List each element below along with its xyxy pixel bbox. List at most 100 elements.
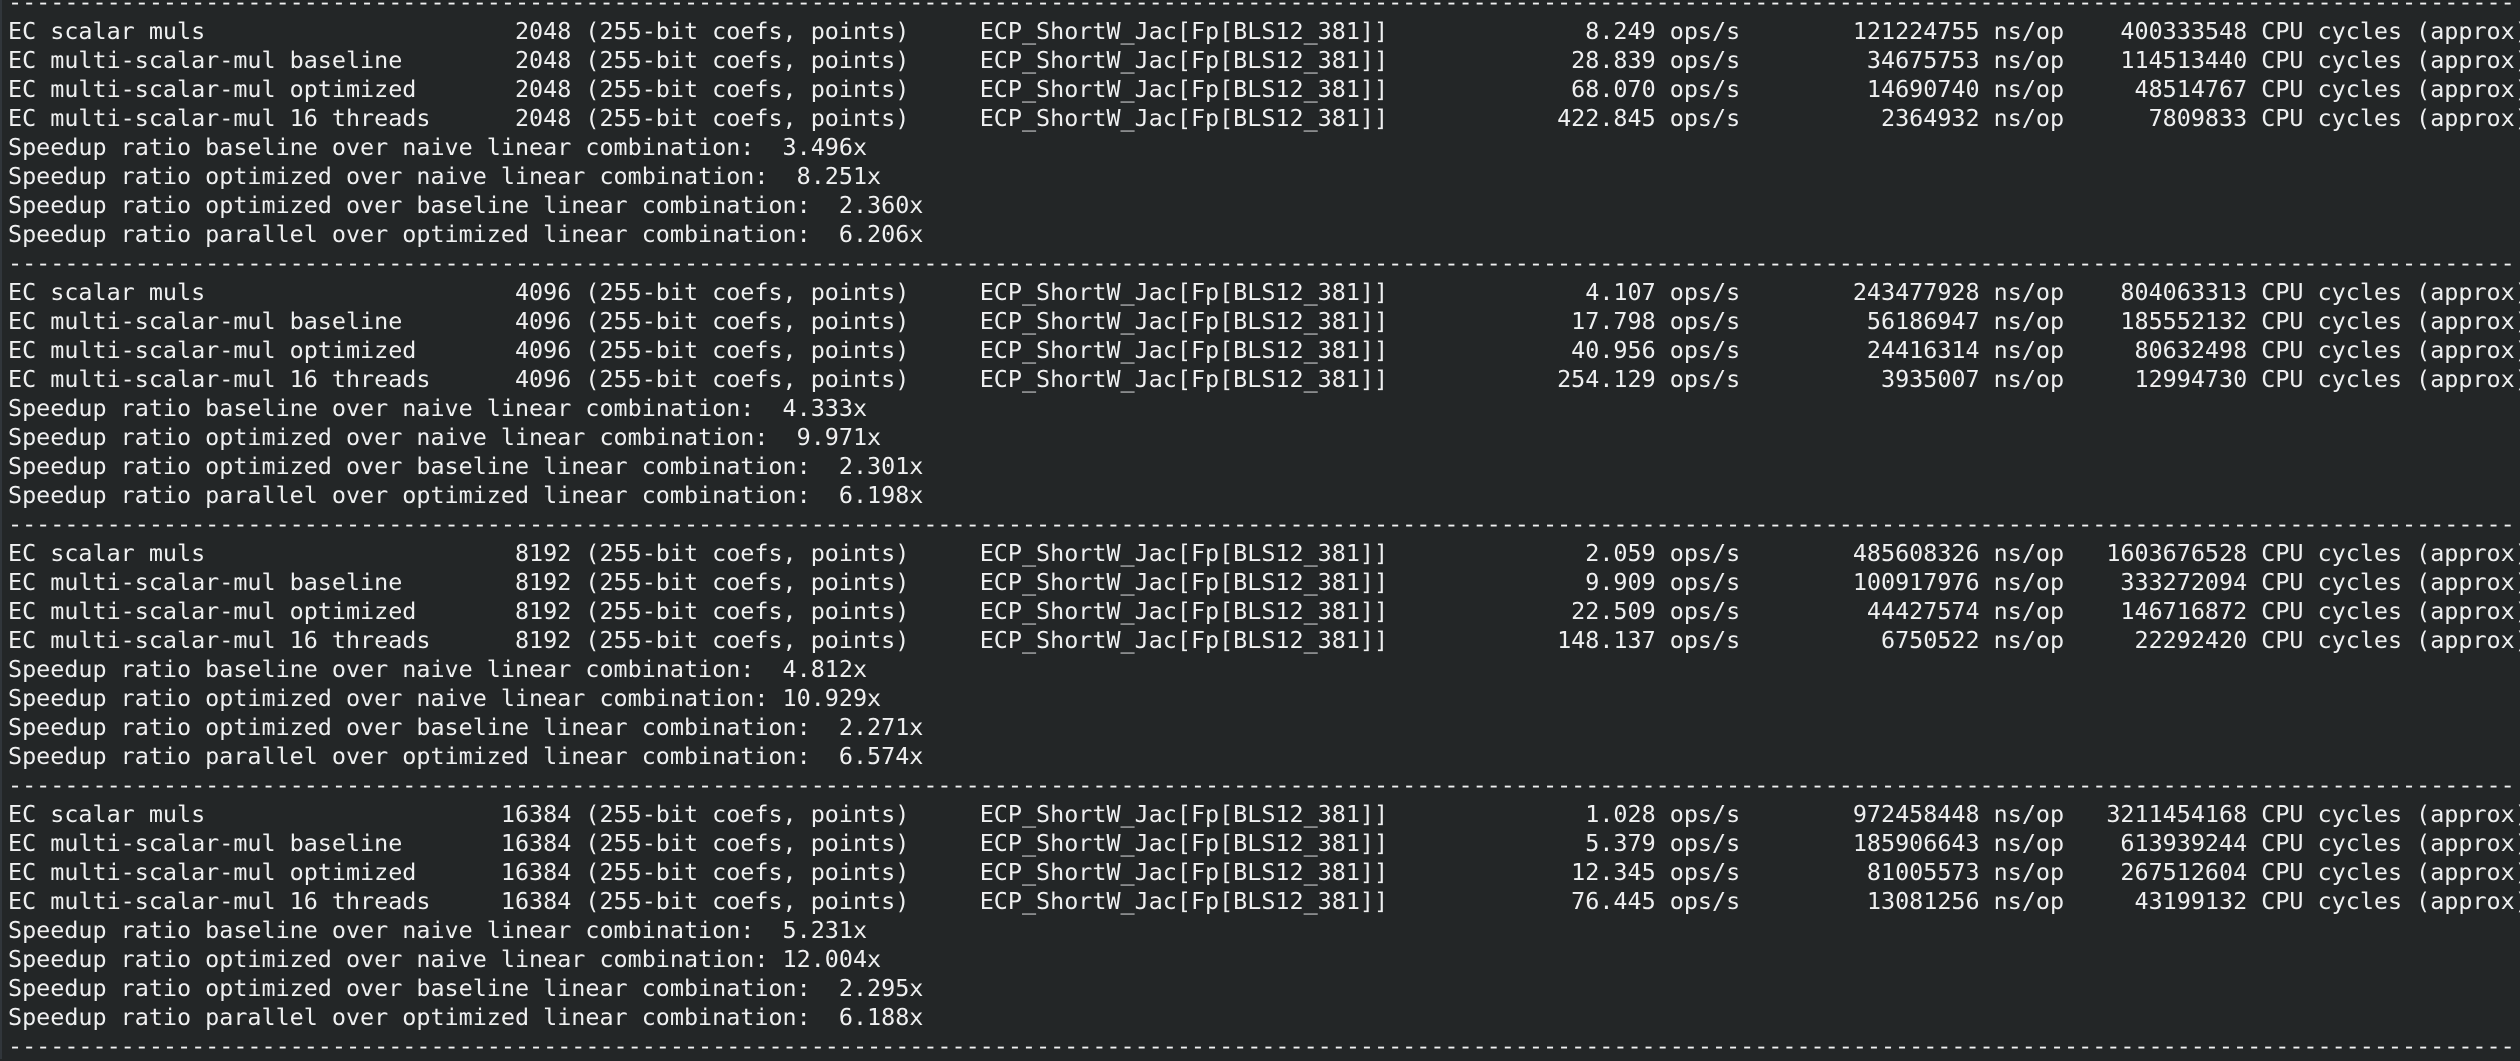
benchmark-name: EC multi-scalar-mul baseline (8, 829, 501, 857)
cpu-cycles: 7809833 (2064, 104, 2248, 132)
curve-name: ECP_ShortW_Jac[Fp[BLS12_381]] (979, 626, 1389, 654)
separator: ----------------------------------------… (8, 771, 2515, 799)
benchmark-row: EC multi-scalar-mul 16 threads 2048 (255… (8, 104, 2520, 133)
separator-line: ----------------------------------------… (8, 1032, 2520, 1061)
separator: ----------------------------------------… (8, 1032, 2515, 1060)
ratio-value: 9.971x (768, 423, 882, 451)
coefs-desc: (255-bit coefs, points) (571, 626, 980, 654)
benchmark-row: EC multi-scalar-mul optimized 2048 (255-… (8, 75, 2520, 104)
ops-per-sec: 4.107 (1388, 278, 1656, 306)
ratio-label: Speedup ratio optimized over baseline li… (8, 974, 811, 1002)
input-size: 8192 (500, 568, 572, 596)
input-size: 4096 (500, 307, 572, 335)
ns-per-op: 3935007 (1740, 365, 1980, 393)
separator: ----------------------------------------… (8, 0, 2515, 16)
coefs-desc: (255-bit coefs, points) (571, 858, 980, 886)
input-size: 2048 (500, 104, 572, 132)
curve-name: ECP_ShortW_Jac[Fp[BLS12_381]] (979, 800, 1389, 828)
cycles-unit: CPU cycles (approx) (2247, 887, 2520, 915)
curve-name: ECP_ShortW_Jac[Fp[BLS12_381]] (979, 17, 1389, 45)
coefs-desc: (255-bit coefs, points) (571, 800, 980, 828)
benchmark-name: EC multi-scalar-mul baseline (8, 307, 501, 335)
cycles-unit: CPU cycles (approx) (2247, 278, 2520, 306)
ops-per-sec: 2.059 (1388, 539, 1656, 567)
cpu-cycles: 12994730 (2064, 365, 2248, 393)
ns-unit: ns/op (1979, 17, 2065, 45)
ns-unit: ns/op (1979, 626, 2065, 654)
separator-line: ----------------------------------------… (8, 510, 2520, 539)
ratio-label: Speedup ratio parallel over optimized li… (8, 742, 811, 770)
ratio-value: 6.188x (810, 1003, 924, 1031)
ns-per-op: 485608326 (1740, 539, 1980, 567)
cycles-unit: CPU cycles (approx) (2247, 858, 2520, 886)
ns-per-op: 13081256 (1740, 887, 1980, 915)
ratio-label: Speedup ratio parallel over optimized li… (8, 1003, 811, 1031)
benchmark-row: EC multi-scalar-mul 16 threads 8192 (255… (8, 626, 2520, 655)
ratio-value: 6.574x (810, 742, 924, 770)
cycles-unit: CPU cycles (approx) (2247, 539, 2520, 567)
coefs-desc: (255-bit coefs, points) (571, 336, 980, 364)
ops-unit: ops/s (1655, 626, 1741, 654)
ops-unit: ops/s (1655, 307, 1741, 335)
ratio-label: Speedup ratio optimized over naive linea… (8, 162, 769, 190)
ops-unit: ops/s (1655, 800, 1741, 828)
speedup-ratio-line: Speedup ratio baseline over naive linear… (8, 916, 2520, 945)
cycles-unit: CPU cycles (approx) (2247, 46, 2520, 74)
benchmark-name: EC multi-scalar-mul optimized (8, 75, 501, 103)
speedup-ratio-line: Speedup ratio parallel over optimized li… (8, 481, 2520, 510)
curve-name: ECP_ShortW_Jac[Fp[BLS12_381]] (979, 46, 1389, 74)
terminal-output[interactable]: ----------------------------------------… (8, 0, 2520, 1061)
curve-name: ECP_ShortW_Jac[Fp[BLS12_381]] (979, 336, 1389, 364)
ns-per-op: 121224755 (1740, 17, 1980, 45)
cpu-cycles: 185552132 (2064, 307, 2248, 335)
ratio-label: Speedup ratio parallel over optimized li… (8, 481, 811, 509)
ops-per-sec: 5.379 (1388, 829, 1656, 857)
ops-per-sec: 422.845 (1388, 104, 1656, 132)
cycles-unit: CPU cycles (approx) (2247, 365, 2520, 393)
coefs-desc: (255-bit coefs, points) (571, 46, 980, 74)
ops-per-sec: 22.509 (1388, 597, 1656, 625)
speedup-ratio-line: Speedup ratio optimized over baseline li… (8, 713, 2520, 742)
ratio-value: 10.929x (768, 684, 882, 712)
speedup-ratio-line: Speedup ratio optimized over naive linea… (8, 162, 2520, 191)
input-size: 8192 (500, 626, 572, 654)
benchmark-name: EC multi-scalar-mul baseline (8, 46, 501, 74)
ops-unit: ops/s (1655, 336, 1741, 364)
ops-per-sec: 40.956 (1388, 336, 1656, 364)
ratio-label: Speedup ratio baseline over naive linear… (8, 394, 755, 422)
benchmark-row: EC multi-scalar-mul baseline 8192 (255-b… (8, 568, 2520, 597)
input-size: 16384 (500, 887, 572, 915)
benchmark-name: EC multi-scalar-mul baseline (8, 568, 501, 596)
benchmark-name: EC multi-scalar-mul optimized (8, 597, 501, 625)
curve-name: ECP_ShortW_Jac[Fp[BLS12_381]] (979, 568, 1389, 596)
curve-name: ECP_ShortW_Jac[Fp[BLS12_381]] (979, 278, 1389, 306)
ops-per-sec: 12.345 (1388, 858, 1656, 886)
cycles-unit: CPU cycles (approx) (2247, 626, 2520, 654)
curve-name: ECP_ShortW_Jac[Fp[BLS12_381]] (979, 307, 1389, 335)
ratio-label: Speedup ratio baseline over naive linear… (8, 655, 755, 683)
cpu-cycles: 43199132 (2064, 887, 2248, 915)
benchmark-row: EC multi-scalar-mul optimized 16384 (255… (8, 858, 2520, 887)
speedup-ratio-line: Speedup ratio optimized over naive linea… (8, 945, 2520, 974)
separator-line: ----------------------------------------… (8, 771, 2520, 800)
ns-per-op: 6750522 (1740, 626, 1980, 654)
ratio-label: Speedup ratio optimized over baseline li… (8, 191, 811, 219)
cpu-cycles: 804063313 (2064, 278, 2248, 306)
coefs-desc: (255-bit coefs, points) (571, 278, 980, 306)
ns-per-op: 972458448 (1740, 800, 1980, 828)
input-size: 8192 (500, 539, 572, 567)
cycles-unit: CPU cycles (approx) (2247, 75, 2520, 103)
benchmark-name: EC scalar muls (8, 539, 501, 567)
ops-unit: ops/s (1655, 829, 1741, 857)
coefs-desc: (255-bit coefs, points) (571, 307, 980, 335)
ns-per-op: 185906643 (1740, 829, 1980, 857)
coefs-desc: (255-bit coefs, points) (571, 365, 980, 393)
input-size: 16384 (500, 829, 572, 857)
ns-per-op: 81005573 (1740, 858, 1980, 886)
cpu-cycles: 333272094 (2064, 568, 2248, 596)
ratio-label: Speedup ratio parallel over optimized li… (8, 220, 811, 248)
input-size: 16384 (500, 858, 572, 886)
benchmark-row: EC multi-scalar-mul baseline 2048 (255-b… (8, 46, 2520, 75)
separator: ----------------------------------------… (8, 249, 2515, 277)
window-edge (0, 0, 2, 1059)
